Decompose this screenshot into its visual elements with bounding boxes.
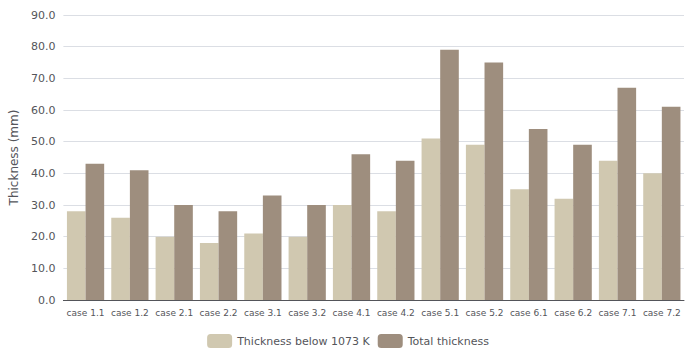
svg-text:Thickness (mm): Thickness (mm)	[7, 110, 21, 207]
svg-text:30.0: 30.0	[31, 199, 56, 212]
svg-text:case 5.2: case 5.2	[466, 308, 504, 318]
svg-text:case 6.1: case 6.1	[510, 308, 548, 318]
svg-text:case 3.1: case 3.1	[244, 308, 282, 318]
svg-text:case 5.1: case 5.1	[421, 308, 459, 318]
svg-text:case 2.2: case 2.2	[200, 308, 238, 318]
svg-text:40.0: 40.0	[31, 167, 56, 180]
svg-text:50.0: 50.0	[31, 135, 56, 148]
svg-text:80.0: 80.0	[31, 40, 56, 53]
svg-text:case 4.2: case 4.2	[377, 308, 415, 318]
svg-text:10.0: 10.0	[31, 262, 56, 275]
svg-text:70.0: 70.0	[31, 72, 56, 85]
svg-text:case 6.2: case 6.2	[554, 308, 592, 318]
svg-text:case 1.2: case 1.2	[111, 308, 149, 318]
svg-text:90.0: 90.0	[31, 9, 56, 22]
svg-text:case 3.2: case 3.2	[288, 308, 326, 318]
svg-text:case 1.1: case 1.1	[67, 308, 105, 318]
svg-text:case 2.1: case 2.1	[155, 308, 193, 318]
svg-text:case 4.1: case 4.1	[333, 308, 371, 318]
svg-text:0.0: 0.0	[38, 294, 56, 307]
svg-text:20.0: 20.0	[31, 230, 56, 243]
svg-text:Total thickness: Total thickness	[407, 335, 489, 348]
svg-text:Thickness below 1073 K: Thickness below 1073 K	[236, 335, 370, 348]
svg-text:case 7.1: case 7.1	[599, 308, 637, 318]
svg-text:60.0: 60.0	[31, 104, 56, 117]
svg-text:case 7.2: case 7.2	[643, 308, 681, 318]
